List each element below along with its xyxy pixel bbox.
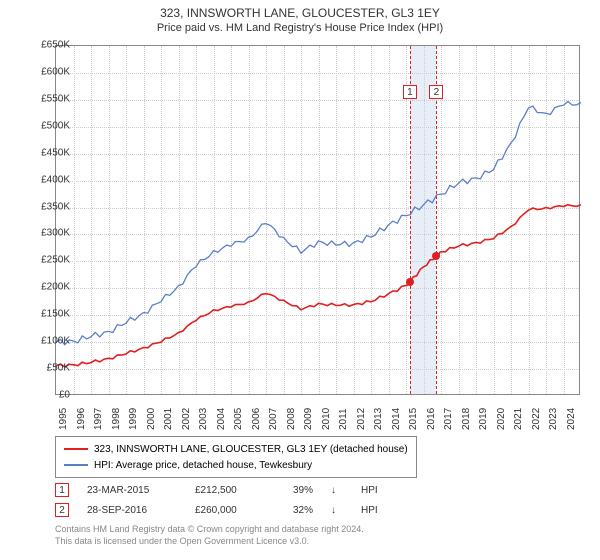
sales-row-marker: 1: [55, 483, 69, 497]
legend-item: HPI: Average price, detached house, Tewk…: [64, 457, 408, 473]
x-axis-tick-label: 2017: [443, 408, 454, 430]
x-axis-tick-label: 2018: [461, 408, 472, 430]
sales-row-suffix: HPI: [361, 485, 378, 496]
y-axis-tick-label: £550K: [20, 93, 70, 104]
chart-series-svg: [56, 46, 579, 394]
y-axis-tick-label: £50K: [20, 363, 70, 374]
y-axis-tick-label: £200K: [20, 282, 70, 293]
y-axis-tick-label: £100K: [20, 336, 70, 347]
x-axis-tick-label: 2015: [408, 408, 419, 430]
x-axis-tick-label: 2011: [338, 408, 349, 430]
x-axis-tick-label: 2005: [233, 408, 244, 430]
footer-line1: Contains HM Land Registry data © Crown c…: [55, 524, 364, 536]
legend-item: 323, INNSWORTH LANE, GLOUCESTER, GL3 1EY…: [64, 441, 408, 457]
chart-legend: 323, INNSWORTH LANE, GLOUCESTER, GL3 1EY…: [55, 436, 417, 478]
y-axis-tick-label: £400K: [20, 174, 70, 185]
x-axis-tick-label: 1995: [58, 408, 69, 430]
sales-row-date: 28-SEP-2016: [87, 505, 177, 516]
footer-attribution: Contains HM Land Registry data © Crown c…: [55, 524, 364, 547]
y-axis-tick-label: £300K: [20, 228, 70, 239]
y-axis-tick-label: £450K: [20, 147, 70, 158]
legend-label: HPI: Average price, detached house, Tewk…: [94, 460, 312, 471]
legend-swatch: [64, 464, 88, 466]
x-axis-tick-label: 1997: [93, 408, 104, 430]
x-axis-tick-label: 2007: [268, 408, 279, 430]
y-axis-tick-label: £250K: [20, 255, 70, 266]
y-axis-tick-label: £650K: [20, 40, 70, 51]
sales-row-suffix: HPI: [361, 505, 378, 516]
down-arrow-icon: ↓: [331, 485, 343, 496]
x-axis-tick-label: 2013: [373, 408, 384, 430]
y-axis-tick-label: £600K: [20, 66, 70, 77]
sale-point-dot: [406, 278, 414, 286]
x-axis-tick-label: 2020: [496, 408, 507, 430]
sales-row-marker: 2: [55, 503, 69, 517]
x-axis-tick-label: 2008: [286, 408, 297, 430]
y-axis-tick-label: £350K: [20, 201, 70, 212]
sales-table: 1 23-MAR-2015 £212,500 39% ↓ HPI 2 28-SEP-2016 £…: [55, 480, 378, 520]
x-axis-tick-label: 2009: [303, 408, 314, 430]
sales-row: 1 23-MAR-2015 £212,500 39% ↓ HPI: [55, 480, 378, 500]
down-arrow-icon: ↓: [331, 505, 343, 516]
sales-row-pct: 39%: [283, 485, 313, 496]
sales-row-pct: 32%: [283, 505, 313, 516]
x-axis-tick-label: 2004: [216, 408, 227, 430]
sale-point-dot: [432, 252, 440, 260]
title-subtitle: Price paid vs. HM Land Registry's House …: [0, 22, 600, 34]
chart-title: 323, INNSWORTH LANE, GLOUCESTER, GL3 1EY…: [0, 0, 600, 36]
x-axis-tick-label: 2014: [391, 408, 402, 430]
y-axis-tick-label: £500K: [20, 120, 70, 131]
x-axis-tick-label: 2000: [146, 408, 157, 430]
x-axis-tick-label: 2016: [426, 408, 437, 430]
x-axis-tick-label: 2001: [163, 408, 174, 430]
series-line: [56, 205, 581, 367]
x-axis-tick-label: 1998: [111, 408, 122, 430]
x-axis-tick-label: 2022: [531, 408, 542, 430]
x-axis-tick-label: 2010: [321, 408, 332, 430]
x-axis-tick-label: 1996: [76, 408, 87, 430]
x-axis-tick-label: 2024: [566, 408, 577, 430]
footer-line2: This data is licensed under the Open Gov…: [55, 536, 364, 548]
x-axis-tick-label: 2021: [513, 408, 524, 430]
title-address: 323, INNSWORTH LANE, GLOUCESTER, GL3 1EY: [0, 6, 600, 20]
chart-plot-area: 12: [55, 45, 580, 395]
x-axis-tick-label: 2023: [548, 408, 559, 430]
x-axis-tick-label: 2006: [251, 408, 262, 430]
series-line: [56, 102, 581, 345]
x-axis-tick-label: 1999: [128, 408, 139, 430]
x-axis-tick-label: 2019: [478, 408, 489, 430]
y-axis-tick-label: £150K: [20, 309, 70, 320]
sales-row: 2 28-SEP-2016 £260,000 32% ↓ HPI: [55, 500, 378, 520]
sales-row-date: 23-MAR-2015: [87, 485, 177, 496]
y-axis-tick-label: £0: [20, 390, 70, 401]
x-axis-tick-label: 2002: [181, 408, 192, 430]
legend-label: 323, INNSWORTH LANE, GLOUCESTER, GL3 1EY…: [94, 444, 408, 455]
sales-row-price: £260,000: [195, 505, 265, 516]
x-axis-tick-label: 2012: [356, 408, 367, 430]
sales-row-price: £212,500: [195, 485, 265, 496]
x-axis-tick-label: 2003: [198, 408, 209, 430]
legend-swatch: [64, 448, 88, 450]
